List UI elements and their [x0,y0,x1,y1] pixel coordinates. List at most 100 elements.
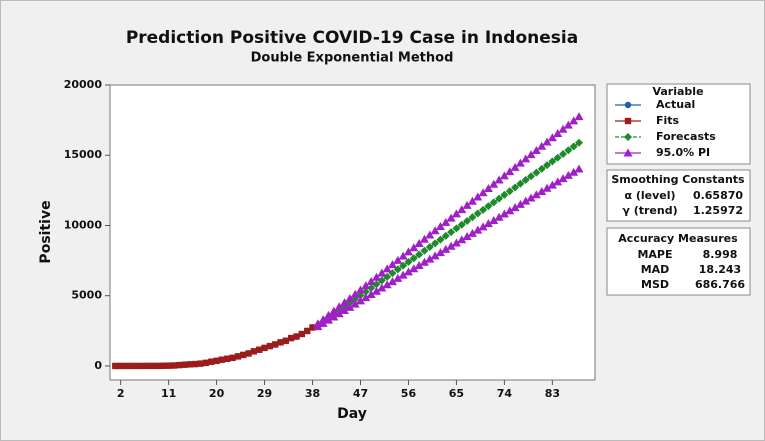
point [553,129,563,138]
point [558,174,568,183]
point [569,116,579,125]
point [473,192,483,201]
point [537,187,547,196]
point [452,224,461,233]
point [537,164,546,173]
point [208,358,215,365]
point [505,187,514,196]
point [483,184,493,193]
point [334,309,344,318]
row-value: 0.65870 [693,189,743,202]
point [382,280,392,289]
point [569,142,578,151]
smoothing-title: Smoothing Constants [611,173,745,186]
point [441,244,451,253]
point [489,179,499,188]
point [521,196,531,205]
point [128,362,135,370]
point [435,248,445,257]
point [366,277,376,286]
point [361,293,371,302]
point [510,162,520,171]
point [398,270,408,279]
point [181,361,188,368]
legend-marker [624,101,632,109]
point [548,157,557,166]
point [563,170,573,179]
y-axis-label: Positive [38,200,54,263]
point [446,213,456,222]
point [499,209,509,218]
point [527,172,536,181]
legend-label: Actual [656,98,695,111]
point [409,264,419,273]
point [340,306,350,315]
point [202,359,210,367]
point [521,154,531,163]
row-label: MSD [641,278,669,291]
point [499,171,509,180]
accuracy-box [606,227,751,296]
point [367,283,376,292]
point [457,220,466,229]
point [553,153,562,162]
point [419,234,429,243]
point [430,226,440,235]
chart-title: Prediction Positive COVID-19 Case in Ind… [126,28,578,48]
point [435,222,445,231]
point [505,206,515,215]
point [543,161,552,170]
legend-title: Variable [652,85,703,98]
point [425,243,434,252]
point [447,228,456,237]
y-tick-label: 20000 [64,78,103,91]
point [334,302,344,311]
point [224,355,231,362]
plot-area [109,84,596,381]
point [515,158,525,167]
point [393,255,403,264]
row-label: α (level) [624,189,675,202]
point [542,183,552,192]
x-axis-label: Day [337,406,367,422]
point [451,209,461,218]
row-value: 8.998 [703,248,738,261]
point [441,231,450,240]
point [500,190,509,199]
point [112,362,119,370]
point [324,310,334,319]
point [250,348,258,355]
y-tick-label: 10000 [64,218,103,231]
point [531,145,541,154]
row-value: 18.243 [699,263,741,276]
point [329,306,339,315]
legend-marker [624,117,632,125]
point [473,209,482,218]
point [266,342,274,350]
point [176,361,183,369]
point [165,362,172,369]
point [559,149,568,158]
y-tick-label: 15000 [64,148,103,161]
point [457,235,467,244]
point [272,341,279,348]
point [192,360,199,368]
accuracy-title: Accuracy Measures [618,232,738,245]
point [186,361,194,368]
chart-subtitle: Double Exponential Method [251,51,454,66]
point [526,193,536,202]
point [144,362,151,370]
point [160,362,167,370]
point [282,337,290,344]
point [553,177,563,186]
point [563,120,573,129]
point [377,276,386,285]
point [355,296,365,305]
x-tick-label: 74 [497,387,513,400]
point [531,190,541,199]
point [495,194,504,203]
point [277,339,284,346]
point [414,260,424,269]
point [398,251,408,260]
